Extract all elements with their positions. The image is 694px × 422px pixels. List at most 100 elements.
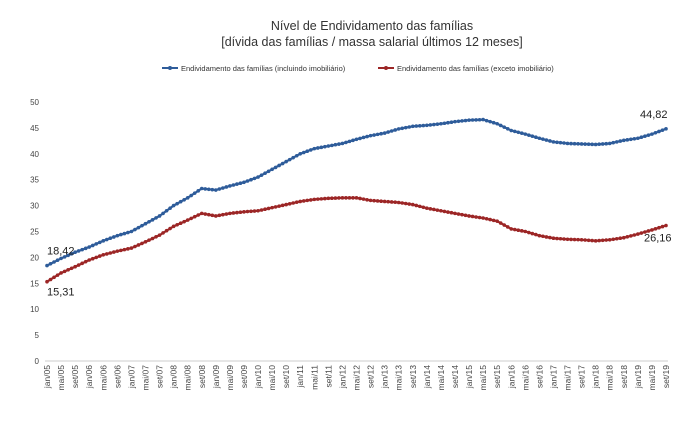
data-point xyxy=(129,229,134,234)
x-tick-label: set/15 xyxy=(492,365,502,388)
y-tick-label: 10 xyxy=(30,305,39,314)
data-point-interp xyxy=(90,256,95,261)
data-point-interp xyxy=(502,223,507,227)
data-point-interp xyxy=(548,139,552,143)
data-point xyxy=(214,214,218,218)
x-tick-label: mai/15 xyxy=(478,365,488,391)
data-point-interp xyxy=(541,234,545,239)
data-point-interp xyxy=(323,144,327,149)
data-point-interp xyxy=(252,176,257,181)
data-point xyxy=(185,196,190,200)
data-point-interp xyxy=(558,236,563,241)
data-point-interp xyxy=(133,244,137,249)
data-point-interp xyxy=(161,231,165,235)
y-tick-label: 30 xyxy=(30,202,39,211)
data-point-interp xyxy=(442,121,447,126)
data-point-interp xyxy=(400,201,405,205)
data-point-interp xyxy=(530,134,535,138)
data-point-interp xyxy=(625,235,630,239)
x-tick-label: set/05 xyxy=(70,365,80,388)
data-point-interp xyxy=(291,155,295,160)
data-point-interp xyxy=(555,140,559,145)
data-point-interp xyxy=(446,210,450,214)
data-point xyxy=(551,140,556,144)
data-point xyxy=(242,210,246,214)
data-point xyxy=(579,142,584,146)
data-point-interp xyxy=(337,142,341,146)
data-point-interp xyxy=(505,127,510,131)
data-point-interp xyxy=(206,212,211,217)
data-point xyxy=(382,199,387,204)
data-point-interp xyxy=(393,128,397,132)
data-point-interp xyxy=(224,212,229,216)
data-point-interp xyxy=(140,241,144,246)
data-point-interp xyxy=(498,221,503,225)
data-point-interp xyxy=(150,236,155,241)
data-point-interp xyxy=(308,198,313,202)
data-point-interp xyxy=(541,137,545,141)
legend: Endividamento das famílias (incluindo im… xyxy=(162,64,554,73)
x-tick-label: jan/05 xyxy=(42,365,52,389)
x-tick-label: set/06 xyxy=(112,365,122,388)
data-point-interp xyxy=(161,211,165,216)
data-point xyxy=(368,198,373,203)
data-point-interp xyxy=(323,196,327,201)
data-point-interp xyxy=(463,118,468,123)
data-point-interp xyxy=(76,263,81,267)
data-point-interp xyxy=(291,201,295,205)
legend-swatch-marker xyxy=(384,66,388,70)
data-point-interp xyxy=(263,171,267,176)
y-tick-label: 40 xyxy=(30,150,39,159)
data-point-interp xyxy=(484,118,489,123)
data-point xyxy=(59,271,63,275)
data-point-interp xyxy=(544,235,549,239)
data-point-interp xyxy=(235,182,239,186)
x-tick-label: jan/10 xyxy=(253,365,263,389)
data-point-interp xyxy=(97,254,102,258)
data-point-interp xyxy=(639,135,644,140)
data-point-interp xyxy=(55,273,60,277)
data-point-interp xyxy=(629,137,633,142)
data-point-interp xyxy=(660,128,665,132)
data-point-interp xyxy=(407,125,412,129)
data-point xyxy=(284,159,288,164)
data-point-interp xyxy=(126,247,130,251)
data-point xyxy=(284,202,288,207)
data-point-interp xyxy=(217,187,222,191)
data-point-interp xyxy=(52,260,56,264)
data-point-interp xyxy=(653,227,658,231)
data-point-interp xyxy=(562,237,566,241)
x-tick-label: mai/06 xyxy=(98,365,108,391)
data-point xyxy=(354,137,359,142)
data-point-interp xyxy=(569,237,573,242)
data-point-interp xyxy=(498,123,503,128)
legend-swatch-marker xyxy=(168,66,172,70)
data-point-interp xyxy=(259,173,264,177)
data-point xyxy=(453,211,457,216)
x-tick-label: jan/13 xyxy=(380,365,390,389)
data-point-interp xyxy=(597,238,601,243)
data-point-interp xyxy=(351,138,355,143)
data-point-interp xyxy=(389,200,394,204)
data-point-interp xyxy=(175,222,179,227)
data-point-interp xyxy=(629,234,633,238)
data-point-interp xyxy=(150,218,155,222)
data-point-interp xyxy=(136,243,141,247)
x-tick-label: mai/11 xyxy=(309,365,319,390)
data-point xyxy=(326,144,331,148)
data-point-interp xyxy=(344,140,348,145)
data-point-interp xyxy=(393,200,397,205)
data-point-interp xyxy=(583,238,587,242)
x-tick-label: jan/15 xyxy=(464,365,474,389)
data-point xyxy=(326,196,331,201)
data-point-interp xyxy=(646,229,651,233)
data-point xyxy=(228,211,232,216)
data-point-interp xyxy=(657,129,661,134)
data-point xyxy=(410,202,415,207)
data-point xyxy=(199,186,204,191)
x-tick-label: mai/05 xyxy=(56,365,66,391)
data-point xyxy=(256,175,260,179)
data-point xyxy=(143,240,148,244)
data-point-interp xyxy=(361,197,366,201)
data-point-interp xyxy=(83,246,88,251)
